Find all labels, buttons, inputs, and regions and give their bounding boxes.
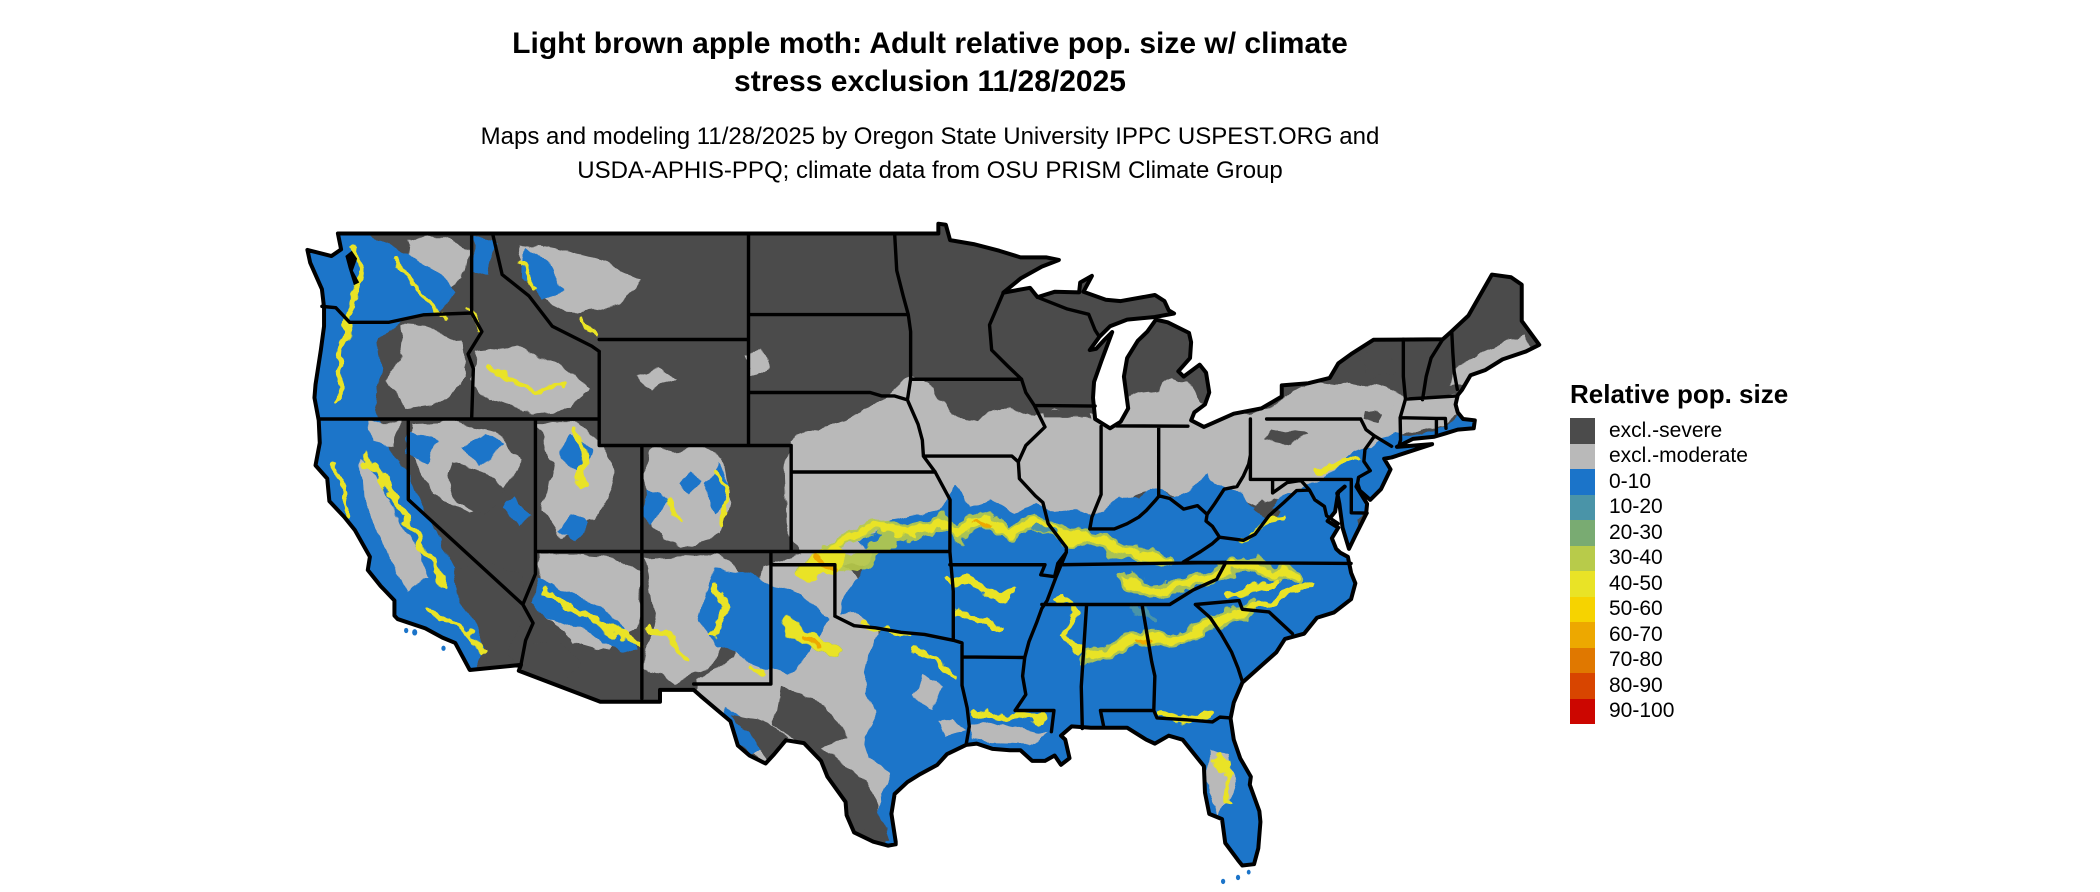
legend-label: excl.-moderate (1609, 444, 1748, 468)
legend-label: 80-90 (1609, 673, 1663, 697)
legend-swatch (1570, 494, 1595, 520)
legend-swatch (1570, 571, 1595, 597)
map-overlay-moderate (359, 421, 1234, 820)
legend-label: excl.-severe (1609, 418, 1723, 442)
legend-swatch (1570, 596, 1595, 622)
legend-swatch (1570, 443, 1595, 469)
legend-swatch (1570, 520, 1595, 546)
legend-item: 50-60 (1570, 596, 1870, 622)
legend-item: 10-20 (1570, 494, 1870, 520)
puget-sound (345, 250, 360, 286)
legend-item: 0-10 (1570, 469, 1870, 495)
legend-items: excl.-severe excl.-moderate 0-10 10-20 20-30… (1570, 418, 1870, 724)
legend-label: 30-40 (1609, 546, 1663, 570)
legend-label: 40-50 (1609, 571, 1663, 595)
legend-item: excl.-moderate (1570, 443, 1870, 469)
legend-item: excl.-severe (1570, 418, 1870, 444)
chart-subtitle-line2: USDA-APHIS-PPQ; climate data from OSU PR… (577, 157, 1283, 184)
legend-swatch (1570, 469, 1595, 495)
chart-title-line2: stress exclusion 11/28/2025 (734, 65, 1126, 98)
state-borders (319, 234, 1458, 745)
legend-swatch (1570, 545, 1595, 571)
legend-label: 0-10 (1609, 469, 1652, 493)
legend-swatch (1570, 647, 1595, 673)
legend-label: 70-80 (1609, 648, 1663, 672)
legend-label: 60-70 (1609, 622, 1663, 646)
map-layer-overlays (359, 352, 1396, 843)
map-streaks-yellow (336, 249, 1358, 800)
map-borders (307, 224, 1539, 884)
legend-item: 30-40 (1570, 545, 1870, 571)
chart-title-line1: Light brown apple moth: Adult relative p… (512, 27, 1348, 60)
legend-label: 20-30 (1609, 520, 1663, 544)
legend-item: 20-30 (1570, 520, 1870, 546)
chart-subtitle-line1: Maps and modeling 11/28/2025 by Oregon S… (480, 123, 1380, 150)
chart-subtitle: Maps and modeling 11/28/2025 by Oregon S… (230, 120, 1630, 188)
legend-item: 80-90 (1570, 673, 1870, 699)
map-overlay-severe (446, 352, 1396, 843)
legend-label: 90-100 (1609, 699, 1675, 723)
legend-swatch (1570, 622, 1595, 648)
legend-swatch (1570, 673, 1595, 699)
legend-item: 90-100 (1570, 698, 1870, 724)
island-dots (404, 627, 1251, 885)
legend-title: Relative pop. size (1570, 379, 1789, 409)
legend-label: 10-20 (1609, 495, 1663, 519)
us-coastline (307, 224, 1539, 866)
legend-item: 60-70 (1570, 622, 1870, 648)
legend-swatch (1570, 698, 1595, 724)
map-layer-streaks (336, 249, 1358, 800)
legend-swatch (1570, 418, 1595, 444)
chart-title: Light brown apple moth: Adult relative p… (230, 25, 1630, 101)
legend: Relative pop. size excl.-severe excl.-mod… (1570, 381, 1870, 724)
legend-item: 70-80 (1570, 647, 1870, 673)
legend-item: 40-50 (1570, 571, 1870, 597)
legend-label: 50-60 (1609, 597, 1663, 621)
